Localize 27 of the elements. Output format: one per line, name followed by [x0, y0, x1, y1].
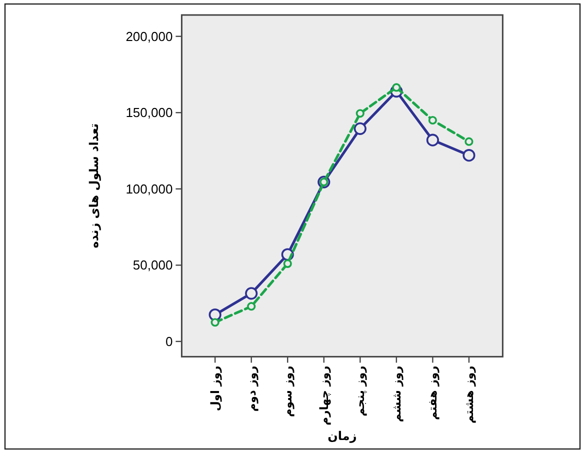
- y-tick-label: 50,000: [132, 258, 173, 273]
- point: [392, 83, 401, 92]
- x-tick-label: روز سوم: [280, 366, 295, 418]
- y-tick-label: 150,000: [126, 105, 173, 120]
- point: [245, 287, 258, 300]
- x-tick-label: روز چهارم: [316, 366, 331, 426]
- x-tick-label: روز پنجم: [353, 366, 368, 416]
- y-tick-label: 0: [165, 334, 173, 349]
- y-tick-label: 200,000: [126, 28, 173, 44]
- point: [283, 259, 292, 268]
- x-tick-label: روز هشتم: [462, 366, 476, 424]
- x-tick-label: روز دوم: [244, 366, 258, 412]
- point: [356, 109, 364, 118]
- x-tick-label: روز هفتم: [426, 366, 440, 420]
- y-tick-label: 100,000: [126, 181, 173, 196]
- point: [426, 134, 439, 146]
- point: [208, 308, 222, 322]
- point: [462, 149, 476, 162]
- point: [247, 302, 256, 311]
- point: [428, 116, 437, 125]
- point: [354, 122, 366, 135]
- point: [210, 318, 220, 327]
- point: [464, 137, 474, 146]
- x-tick-label: روز اول: [208, 366, 222, 412]
- x-tick-label: روز ششم: [389, 366, 404, 422]
- y-axis-title: تعداد سلول های زنده: [87, 123, 101, 248]
- x-axis-title: زمان: [328, 429, 357, 443]
